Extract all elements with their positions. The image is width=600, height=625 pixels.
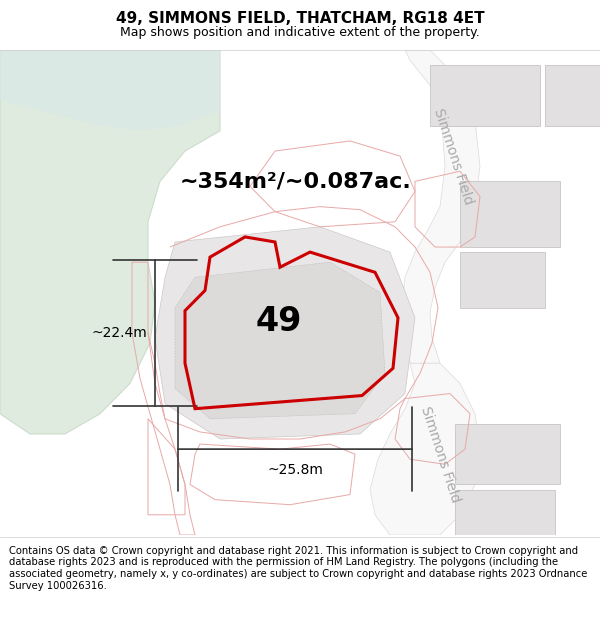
Polygon shape bbox=[0, 50, 220, 434]
Text: Map shows position and indicative extent of the property.: Map shows position and indicative extent… bbox=[120, 26, 480, 39]
Text: Contains OS data © Crown copyright and database right 2021. This information is : Contains OS data © Crown copyright and d… bbox=[9, 546, 587, 591]
Polygon shape bbox=[155, 227, 415, 439]
Polygon shape bbox=[402, 50, 480, 363]
Polygon shape bbox=[460, 181, 560, 247]
Polygon shape bbox=[545, 65, 600, 126]
Text: 49, SIMMONS FIELD, THATCHAM, RG18 4ET: 49, SIMMONS FIELD, THATCHAM, RG18 4ET bbox=[116, 11, 484, 26]
Polygon shape bbox=[175, 262, 385, 419]
Text: Simmons Field: Simmons Field bbox=[418, 404, 462, 504]
Text: ~22.4m: ~22.4m bbox=[91, 326, 147, 340]
Polygon shape bbox=[455, 424, 560, 484]
Polygon shape bbox=[370, 363, 480, 535]
Polygon shape bbox=[460, 252, 545, 308]
Text: ~25.8m: ~25.8m bbox=[267, 463, 323, 478]
Text: 49: 49 bbox=[255, 305, 301, 338]
Text: ~354m²/~0.087ac.: ~354m²/~0.087ac. bbox=[179, 171, 411, 191]
Polygon shape bbox=[430, 65, 540, 126]
Polygon shape bbox=[455, 489, 555, 535]
Polygon shape bbox=[0, 50, 220, 131]
Text: Simmons Field: Simmons Field bbox=[431, 106, 475, 206]
